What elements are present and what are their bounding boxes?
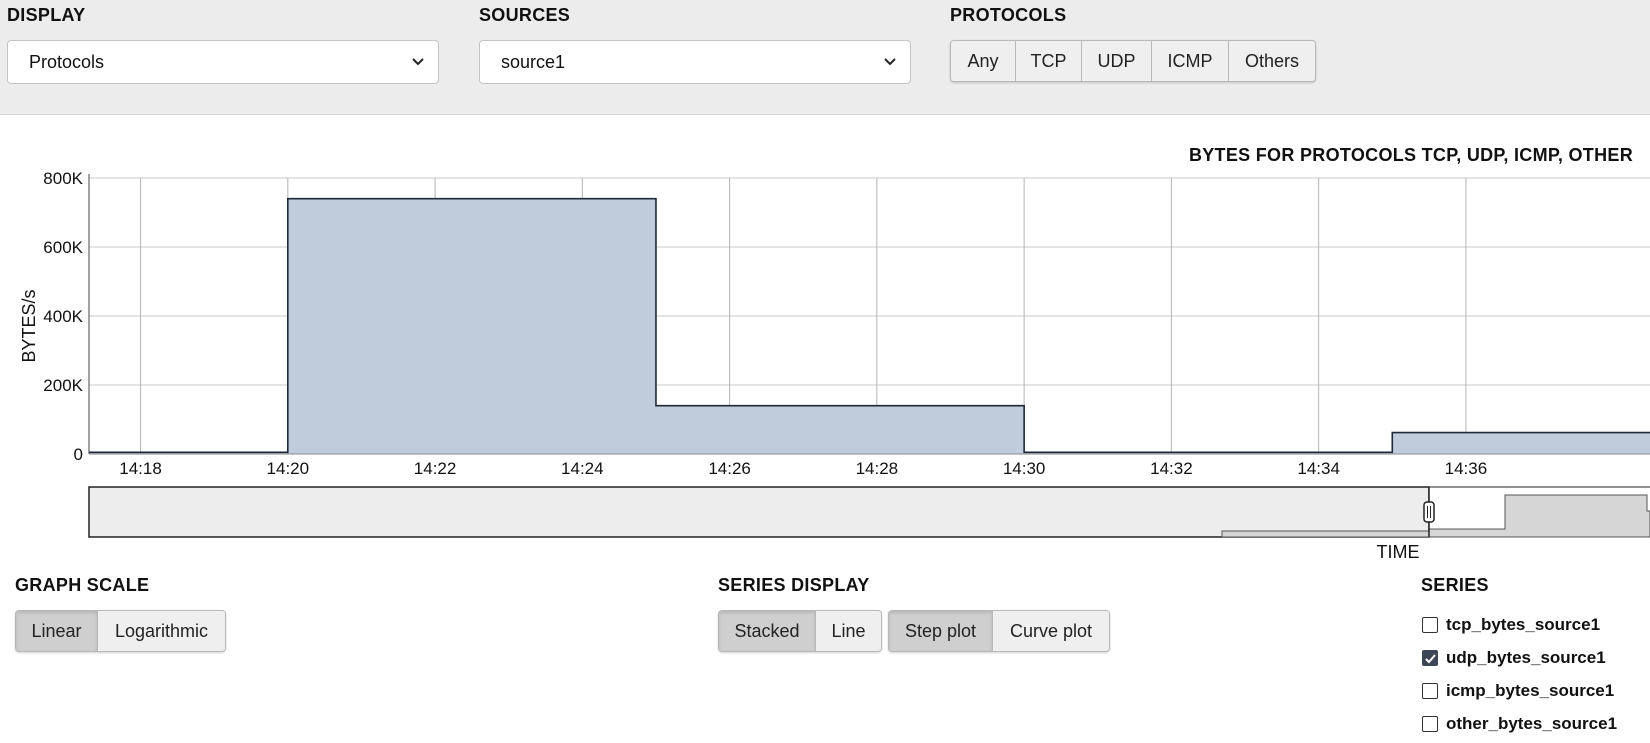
- y-axis-title: BYTES/s: [19, 289, 39, 362]
- navigator-unselected-region: [88, 486, 1430, 538]
- stacked-button[interactable]: Stacked: [719, 611, 816, 651]
- series-item-tcp[interactable]: tcp_bytes_source1: [1422, 615, 1600, 635]
- y-tick-label: 0: [74, 445, 83, 464]
- bytes-chart: 0 200K 400K 600K 800K 14:18 14:20 14:22 14:24 14:…: [19, 169, 1650, 562]
- series-item-icmp[interactable]: icmp_bytes_source1: [1422, 681, 1614, 701]
- x-tick-label: 14:36: [1445, 459, 1488, 478]
- series-name: icmp_bytes_source1: [1446, 681, 1615, 700]
- curve-plot-button[interactable]: Curve plot: [993, 611, 1109, 651]
- y-tick-label: 800K: [43, 169, 83, 188]
- chart-series-area: [89, 197, 1650, 454]
- series-item-other[interactable]: other_bytes_source1: [1422, 714, 1617, 734]
- series-checkbox[interactable]: [1422, 650, 1438, 666]
- x-axis-title: TIME: [1377, 542, 1420, 562]
- x-tick-label: 14:30: [1003, 459, 1046, 478]
- series-mode-button-group: Stacked Line: [718, 610, 882, 652]
- display-label: DISPLAY: [7, 5, 86, 25]
- protocols-button-group: Any TCP UDP ICMP Others: [950, 40, 1316, 82]
- protocol-any-button[interactable]: Any: [951, 41, 1016, 81]
- display-select-value: Protocols: [29, 52, 105, 72]
- controls-bar: DISPLAY Protocols SOURCES source1 PROTOC…: [0, 0, 1650, 115]
- series-item-udp[interactable]: udp_bytes_source1: [1422, 648, 1606, 668]
- series-name: other_bytes_source1: [1446, 714, 1618, 733]
- graph-scale-button-group: Linear Logarithmic: [15, 610, 226, 652]
- y-tick-label: 400K: [43, 307, 83, 326]
- display-select[interactable]: Protocols: [7, 40, 439, 84]
- linear-scale-button[interactable]: Linear: [16, 611, 98, 651]
- plot-style-button-group: Step plot Curve plot: [888, 610, 1110, 652]
- check-icon: [1424, 653, 1436, 663]
- logarithmic-scale-button[interactable]: Logarithmic: [98, 611, 225, 651]
- protocol-udp-button[interactable]: UDP: [1082, 41, 1152, 81]
- series-checkbox[interactable]: [1422, 716, 1438, 732]
- protocol-icmp-button[interactable]: ICMP: [1152, 41, 1229, 81]
- chart-title: BYTES FOR PROTOCOLS TCP, UDP, ICMP, OTHE…: [1188, 145, 1633, 165]
- step-plot-button[interactable]: Step plot: [889, 611, 993, 651]
- sources-select[interactable]: source1: [479, 40, 911, 84]
- x-tick-label: 14:26: [708, 459, 751, 478]
- line-button[interactable]: Line: [816, 611, 881, 651]
- x-tick-label: 14:22: [414, 459, 457, 478]
- navigator-handle[interactable]: [1423, 501, 1435, 523]
- series-checkbox[interactable]: [1422, 683, 1438, 699]
- y-tick-label: 600K: [43, 238, 83, 257]
- sources-label: SOURCES: [479, 5, 571, 25]
- navigator-overview-shape: [1221, 494, 1650, 538]
- x-tick-label: 14:18: [119, 459, 162, 478]
- chevron-down-icon: [884, 58, 896, 66]
- series-label: SERIES: [1421, 575, 1489, 595]
- series-step-line: [89, 197, 1650, 454]
- protocols-label: PROTOCOLS: [950, 5, 1067, 25]
- protocol-others-button[interactable]: Others: [1229, 41, 1315, 81]
- range-navigator[interactable]: [88, 486, 1650, 538]
- y-tick-label: 200K: [43, 376, 83, 395]
- x-tick-label: 14:28: [856, 459, 899, 478]
- x-tick-label: 14:20: [267, 459, 310, 478]
- series-display-label: SERIES DISPLAY: [718, 575, 870, 595]
- sources-select-value: source1: [501, 52, 566, 72]
- chevron-down-icon: [412, 58, 424, 66]
- series-checkbox[interactable]: [1422, 617, 1438, 633]
- series-name: tcp_bytes_source1: [1446, 615, 1601, 634]
- series-name: udp_bytes_source1: [1446, 648, 1606, 667]
- x-tick-label: 14:32: [1150, 459, 1193, 478]
- series-area-fill: [89, 198, 1650, 454]
- x-tick-label: 14:24: [561, 459, 604, 478]
- chart-axes: 0 200K 400K 600K 800K 14:18 14:20 14:22 14:24 14:…: [43, 169, 1650, 478]
- protocol-tcp-button[interactable]: TCP: [1016, 41, 1082, 81]
- x-tick-label: 14:34: [1297, 459, 1340, 478]
- graph-scale-label: GRAPH SCALE: [15, 575, 150, 595]
